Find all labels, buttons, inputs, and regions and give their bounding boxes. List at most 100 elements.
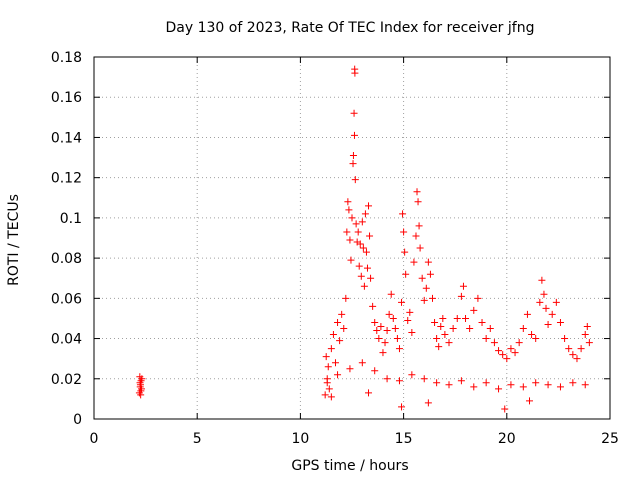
data-point [441,331,449,339]
data-point [363,264,371,272]
data-point [495,385,503,393]
data-point [418,274,426,282]
data-point [365,202,373,210]
data-point [324,363,332,371]
data-point [346,236,354,244]
data-point [449,325,457,332]
x-tick-label: 0 [90,431,99,447]
data-point [322,353,330,361]
data-point [404,316,412,324]
y-axis-label: ROTI / TECUs [6,194,22,286]
data-point [433,379,441,387]
data-point [501,405,509,413]
data-point [346,365,354,373]
data-point [385,310,393,318]
data-point [470,306,478,314]
data-point [532,379,540,387]
data-point [519,325,527,332]
data-point [401,248,409,256]
data-point [351,176,359,184]
data-point [379,349,387,357]
y-tick-label: 0.1 [60,211,82,227]
data-point [453,314,461,322]
data-point [424,399,432,407]
data-point [334,371,342,379]
data-point [354,228,362,236]
data-point [538,276,546,284]
data-point [362,248,370,256]
data-point [412,232,420,240]
data-point [507,345,515,353]
data-point [482,335,490,343]
data-point [565,345,573,353]
data-point [536,298,544,306]
data-point [323,379,331,387]
data-point [556,318,564,326]
data-point [393,335,401,343]
data-point [406,308,414,316]
data-point [338,310,346,318]
data-point [507,381,515,389]
data-point [395,345,403,353]
data-point [435,343,443,351]
y-tick-label: 0.18 [51,50,82,66]
data-point [383,327,391,335]
x-tick-label: 20 [498,431,516,447]
data-point [552,298,560,306]
data-point [581,381,589,389]
data-point [344,198,352,206]
data-point [482,379,490,387]
data-point [383,375,391,383]
data-point [420,375,428,383]
grid-lines [94,57,610,419]
data-point [462,314,470,322]
y-tick-label: 0.04 [51,332,82,348]
data-point [548,310,556,318]
data-point [478,318,486,326]
data-point [371,318,379,326]
y-tick-label: 0.02 [51,372,82,388]
data-point [345,206,353,214]
data-point [528,331,536,339]
data-point [416,244,424,252]
data-point [486,325,494,332]
data-point [367,274,375,282]
x-tick-label: 25 [601,431,619,447]
y-tick-label: 0.06 [51,291,82,307]
data-point [556,383,564,391]
data-point [515,339,523,347]
data-point [544,320,552,328]
data-point [387,290,395,298]
data-point [408,371,416,379]
y-tick-label: 0.16 [51,90,82,106]
data-point [373,327,381,335]
data-point [398,298,406,306]
data-point [431,318,439,326]
data-point [424,258,432,266]
data-point [138,375,146,383]
data-point [343,228,351,236]
data-point [542,304,550,312]
data-point [325,385,333,393]
data-point [342,294,350,302]
data-point [355,262,363,270]
data-point [350,131,358,139]
data-point [331,359,339,367]
data-point [519,383,527,391]
data-point [136,379,144,387]
data-point [327,345,335,353]
data-point [414,198,422,206]
data-point [410,258,418,266]
data-point [334,318,342,326]
y-tick-label: 0.14 [51,130,82,146]
data-point [422,284,430,292]
data-point [474,294,482,302]
data-point [577,345,585,353]
data-point [466,325,474,332]
data-point [348,214,356,222]
y-tick-label: 0.08 [51,251,82,267]
data-point [445,381,453,389]
data-point [395,377,403,385]
data-point [413,188,421,196]
